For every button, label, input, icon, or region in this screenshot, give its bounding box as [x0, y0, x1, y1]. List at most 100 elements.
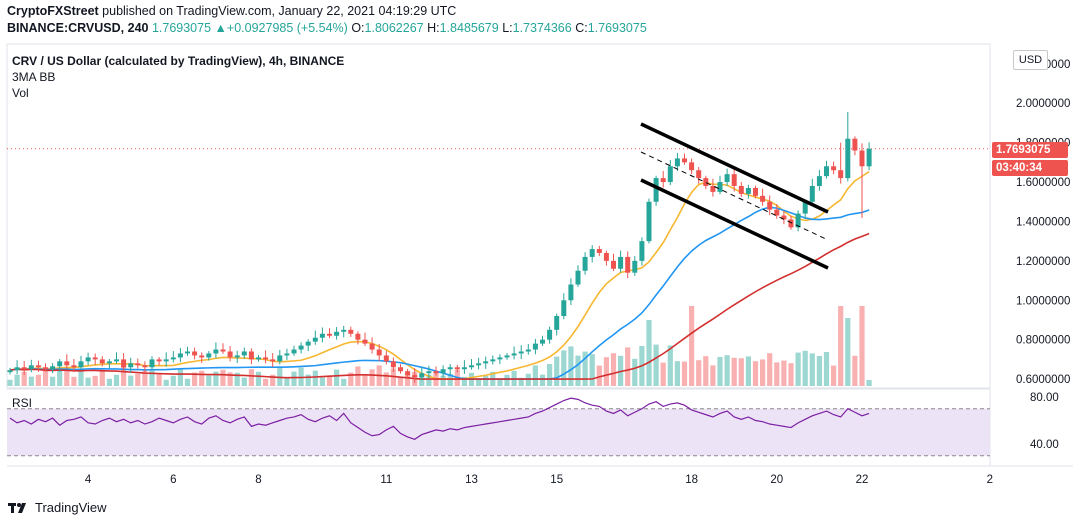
candle-body	[816, 176, 822, 186]
volume-bar	[206, 375, 212, 386]
candle-body	[199, 355, 205, 358]
volume-bar	[50, 376, 56, 386]
candle-body	[213, 349, 219, 354]
x-tick-label: 2	[987, 474, 993, 486]
volume-bar	[575, 355, 581, 386]
candle-body	[866, 148, 872, 167]
y-tick-label: 0.8000000	[1016, 335, 1070, 347]
volume-bar	[802, 350, 808, 386]
volume-bar	[823, 352, 830, 386]
candle-body	[504, 355, 510, 358]
ma-slow-line	[9, 232, 870, 380]
candle-body	[831, 166, 837, 171]
candle-body	[788, 219, 794, 228]
candle-body	[540, 339, 545, 344]
volume-bar	[795, 352, 801, 386]
volume-bar	[355, 366, 361, 386]
volume-bar	[142, 369, 148, 386]
volume-bar	[440, 375, 446, 386]
candle-body	[525, 349, 531, 352]
x-tick-label: 13	[465, 474, 478, 486]
candle-body	[256, 357, 261, 360]
close-value: 1.7693075	[587, 21, 647, 35]
candle-body	[99, 359, 105, 364]
symbol-code: BINANCE:CRVUSD, 240	[7, 21, 149, 35]
volume-bar	[603, 357, 609, 386]
candle-body	[490, 359, 496, 362]
volume-bar	[305, 374, 311, 386]
candle-body	[135, 363, 141, 366]
volume-bar	[674, 361, 680, 386]
volume-bar	[277, 366, 283, 386]
candle-body	[497, 357, 503, 360]
change-arrow-icon: ▲	[214, 21, 227, 35]
candle-body	[156, 359, 162, 362]
candle-body	[852, 138, 858, 151]
volume-bar	[539, 374, 546, 386]
volume-bar	[497, 378, 503, 386]
candle-body	[426, 371, 432, 374]
x-tick-label: 18	[685, 474, 698, 486]
price-change: +0.0927985 (+5.54%)	[226, 21, 348, 35]
candle-body	[802, 201, 808, 214]
y-tick-label: 1.4000000	[1016, 216, 1070, 228]
volume-bar	[241, 377, 247, 386]
volume-bar	[42, 370, 49, 386]
currency-button[interactable]: USD	[1013, 50, 1048, 70]
candle-body	[674, 158, 680, 167]
y-tick-label: 1.0000000	[1016, 295, 1070, 307]
candle-body	[341, 329, 347, 332]
low-value: 1.7374366	[512, 21, 572, 35]
candle-body	[28, 365, 34, 370]
candle-body	[234, 355, 240, 358]
candle-body	[554, 316, 560, 330]
candle-body	[667, 166, 673, 183]
footer-brand[interactable]: TradingView	[8, 500, 107, 515]
candle-body	[454, 367, 460, 370]
candle-body	[838, 170, 844, 179]
volume-bar	[582, 351, 588, 386]
volume-bar	[632, 358, 638, 386]
symbol-title[interactable]: CRV / US Dollar (calculated by TradingVi…	[12, 54, 345, 68]
volume-bar	[255, 371, 262, 386]
indicator-rsi-label[interactable]: RSI	[12, 396, 33, 410]
candle-body	[703, 178, 709, 186]
volume-bar	[419, 376, 425, 386]
volume-bar	[745, 356, 751, 386]
volume-bar	[227, 372, 233, 386]
candle-body	[710, 185, 716, 192]
rsi-band	[7, 408, 990, 456]
candle-body	[589, 249, 595, 257]
candle-body	[809, 185, 815, 202]
volume-bar	[234, 372, 240, 386]
channel-lower-line	[640, 178, 829, 270]
volume-bar	[248, 369, 254, 386]
indicator-vol-label[interactable]: Vol	[12, 86, 29, 100]
candle-body	[334, 331, 340, 336]
y-tick-label: 1.6000000	[1016, 177, 1070, 189]
volume-bar	[341, 378, 347, 386]
volume-bar	[561, 350, 567, 386]
candle-body	[319, 333, 325, 338]
candle-body	[114, 359, 119, 362]
volume-bar	[21, 371, 27, 386]
volume-bar	[703, 356, 709, 386]
indicator-bb-label[interactable]: 3MA BB	[12, 70, 56, 84]
candle-body	[582, 256, 588, 271]
rsi-tick-label: 40.00	[1030, 439, 1059, 451]
candle-body	[859, 150, 865, 167]
volume-bar	[14, 374, 20, 386]
volume-bar	[135, 373, 141, 386]
candle-body	[781, 215, 787, 220]
volume-bar	[816, 356, 822, 386]
candle-body	[298, 345, 304, 350]
ohlc-bar: BINANCE:CRVUSD, 240 1.7693075 ▲+0.092798…	[7, 21, 647, 35]
volume-bar	[845, 318, 851, 386]
publisher-name[interactable]: CryptoFXStreet	[7, 4, 99, 18]
volume-bar	[270, 374, 276, 386]
high-value: 1.8485679	[439, 21, 499, 35]
x-tick-label: 11	[380, 474, 392, 486]
volume-bar	[809, 353, 815, 386]
y-tick-label: 2.0000000	[1016, 98, 1070, 110]
